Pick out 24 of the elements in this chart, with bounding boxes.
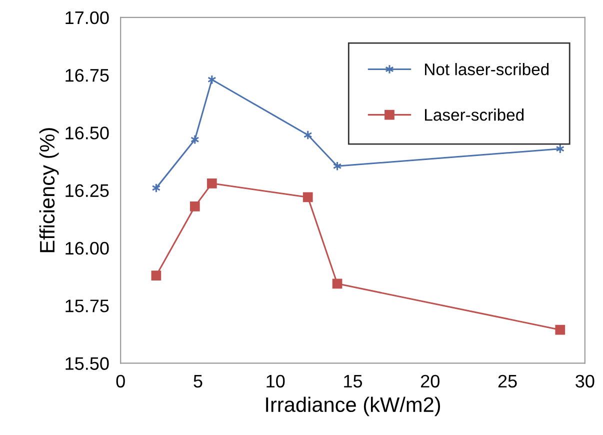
x-tick-label: 10 (266, 374, 285, 388)
x-axis-title: Irradiance (kW/m2) (266, 396, 440, 416)
x-tick-label: 30 (576, 374, 594, 388)
point (302, 192, 313, 202)
y-tick-label: 16.75 (66, 68, 109, 82)
y-tick-label: 16.00 (66, 242, 109, 255)
y-tick-label: 17.00 (66, 11, 109, 24)
x-tick-label: 5 (194, 375, 202, 388)
y-axis-title: Efficiency (%) (39, 128, 59, 252)
point (190, 202, 200, 212)
legend-label: Laser-scribed (425, 108, 524, 121)
point (332, 278, 342, 289)
x-tick-label: 15 (344, 375, 362, 388)
y-tick-label: 15.75 (66, 300, 109, 312)
x-tick-label: 0 (116, 374, 125, 388)
legend-label: Not laser-scribed (425, 63, 549, 76)
x-tick-label: 25 (498, 374, 517, 388)
x-tick-label: 20 (421, 374, 440, 388)
y-tick-label: 16.50 (66, 126, 109, 140)
y-tick-label: 15.50 (66, 357, 109, 370)
point (151, 270, 162, 281)
point (206, 178, 217, 188)
point (555, 324, 566, 335)
y-tick-label: 16.25 (66, 184, 109, 198)
